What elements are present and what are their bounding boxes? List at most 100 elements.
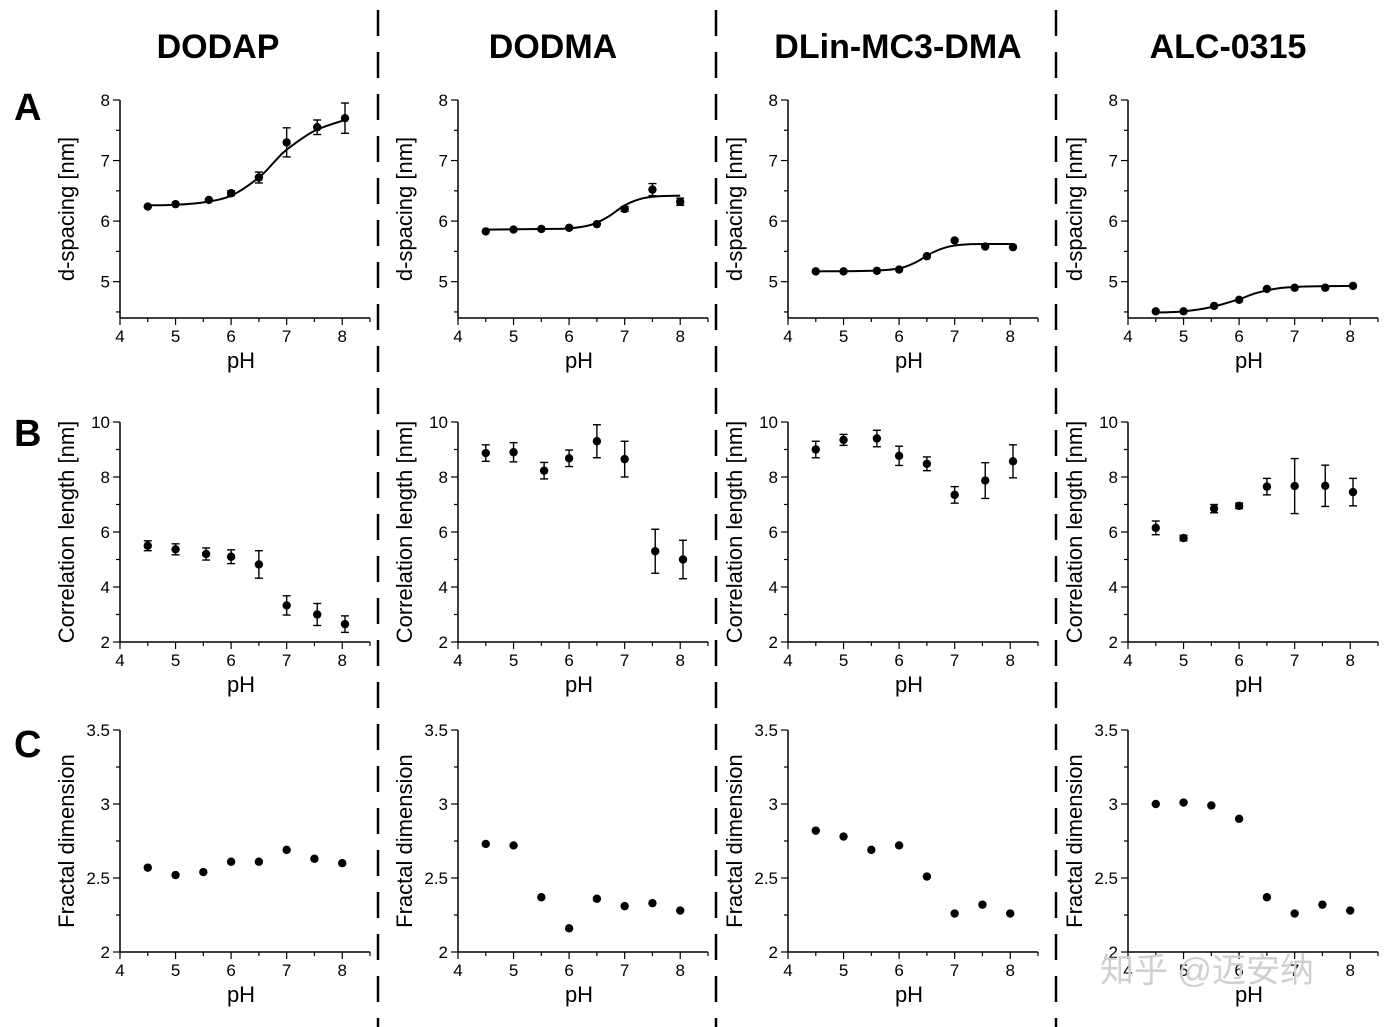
x-tick-label: 4 (115, 651, 124, 670)
panel-a-dlin-mc3-dma: 4 5 6 7 8 5 6 7 8 pH d-spacing [nm] (722, 91, 1039, 373)
data-point (839, 267, 848, 276)
data-point (1321, 481, 1330, 490)
y-axis-label: Fractal dimension (722, 754, 747, 928)
data-point (226, 857, 236, 866)
x-tick-label: 6 (226, 651, 235, 670)
y-axis-label: Correlation length [nm] (722, 421, 747, 644)
y-axis-label: Fractal dimension (54, 754, 79, 928)
x-tick-label: 5 (1179, 961, 1188, 980)
column-title-dlin-mc3-dma: DLin-MC3-DMA (774, 28, 1021, 66)
data-point (676, 906, 685, 915)
x-tick-label: 7 (1290, 651, 1299, 670)
x-axis-label: pH (895, 348, 923, 373)
x-axis-label: pH (227, 982, 255, 1007)
data-point (199, 867, 208, 877)
data-point (1348, 487, 1358, 497)
x-tick-label: 4 (115, 327, 124, 346)
y-tick-label: 3.5 (86, 721, 110, 740)
data-point (481, 227, 490, 236)
data-point (1348, 281, 1358, 291)
panel-a-alc-0315: 4 5 6 7 8 5 6 7 8 pH d-spacing [nm] (1062, 91, 1379, 373)
y-tick-label: 2 (439, 943, 448, 962)
y-tick-label: 4 (101, 578, 110, 597)
data-point (648, 185, 657, 194)
data-point (950, 490, 959, 500)
data-point (1234, 814, 1244, 823)
row-label-c: C (14, 724, 41, 766)
y-tick-label: 4 (1109, 578, 1118, 597)
data-point (509, 448, 518, 457)
x-tick-label: 6 (1234, 651, 1243, 670)
column-title-dodap: DODAP (157, 28, 280, 66)
x-tick-label: 6 (226, 961, 235, 980)
data-point (894, 451, 904, 461)
x-tick-label: 8 (337, 327, 346, 346)
data-point (1151, 523, 1160, 533)
data-point (171, 199, 180, 209)
data-point (978, 900, 987, 909)
y-tick-label: 8 (101, 468, 110, 487)
data-point (1290, 283, 1299, 292)
data-point (539, 466, 549, 475)
y-axis-label: d-spacing [nm] (722, 137, 747, 281)
x-tick-label: 8 (1345, 327, 1354, 346)
data-point (1262, 893, 1272, 902)
data-point (950, 909, 959, 918)
data-point (1290, 909, 1299, 918)
y-tick-label: 6 (101, 523, 110, 542)
y-axis-label: Correlation length [nm] (1062, 421, 1087, 644)
data-point (340, 619, 350, 629)
panel-a-dodap: 4 5 6 7 8 5 6 7 8 pH d-spacing [nm] (54, 91, 371, 373)
data-point (564, 223, 574, 232)
y-tick-label: 10 (429, 413, 448, 432)
y-tick-label: 2.5 (754, 869, 778, 888)
data-point (872, 434, 882, 443)
y-tick-label: 10 (91, 413, 110, 432)
data-point (922, 252, 932, 261)
data-point (226, 189, 236, 198)
y-tick-label: 3 (1109, 795, 1118, 814)
data-point (1262, 284, 1272, 294)
x-tick-label: 6 (1234, 327, 1243, 346)
data-point (313, 123, 322, 132)
data-point (620, 901, 629, 911)
x-axis-label: pH (227, 348, 255, 373)
data-point (1234, 501, 1244, 511)
y-tick-label: 2 (769, 943, 778, 962)
data-point (282, 601, 291, 610)
x-tick-label: 6 (894, 327, 903, 346)
data-point (143, 863, 152, 872)
y-tick-label: 8 (769, 468, 778, 487)
y-tick-label: 10 (1099, 413, 1118, 432)
data-point (894, 265, 904, 274)
x-tick-label: 7 (950, 961, 959, 980)
data-point (1346, 906, 1355, 915)
x-axis-label: pH (565, 672, 593, 697)
x-tick-label: 4 (1123, 651, 1132, 670)
panel-c-dlin-mc3-dma: 4 5 6 7 8 2 2.5 3 3.5 pH Fractal dimension (722, 721, 1039, 1007)
data-point (509, 841, 518, 850)
x-tick-label: 5 (171, 961, 180, 980)
x-axis-label: pH (227, 672, 255, 697)
x-tick-label: 8 (675, 961, 684, 980)
data-point (1262, 482, 1272, 491)
data-point (981, 476, 990, 485)
x-tick-label: 5 (171, 327, 180, 346)
y-tick-label: 6 (769, 523, 778, 542)
data-point (1008, 242, 1018, 252)
y-tick-label: 2 (1109, 943, 1118, 962)
data-point (1179, 533, 1188, 543)
x-tick-label: 8 (675, 327, 684, 346)
y-tick-label: 8 (439, 91, 448, 110)
data-point (1008, 457, 1018, 466)
x-tick-label: 8 (1345, 651, 1354, 670)
data-point (592, 894, 602, 903)
column-title-alc-0315: ALC-0315 (1150, 28, 1307, 66)
data-point (143, 541, 152, 550)
y-tick-label: 7 (1109, 152, 1118, 171)
data-point (340, 113, 350, 123)
data-point (1209, 301, 1219, 311)
y-tick-label: 2.5 (86, 869, 110, 888)
